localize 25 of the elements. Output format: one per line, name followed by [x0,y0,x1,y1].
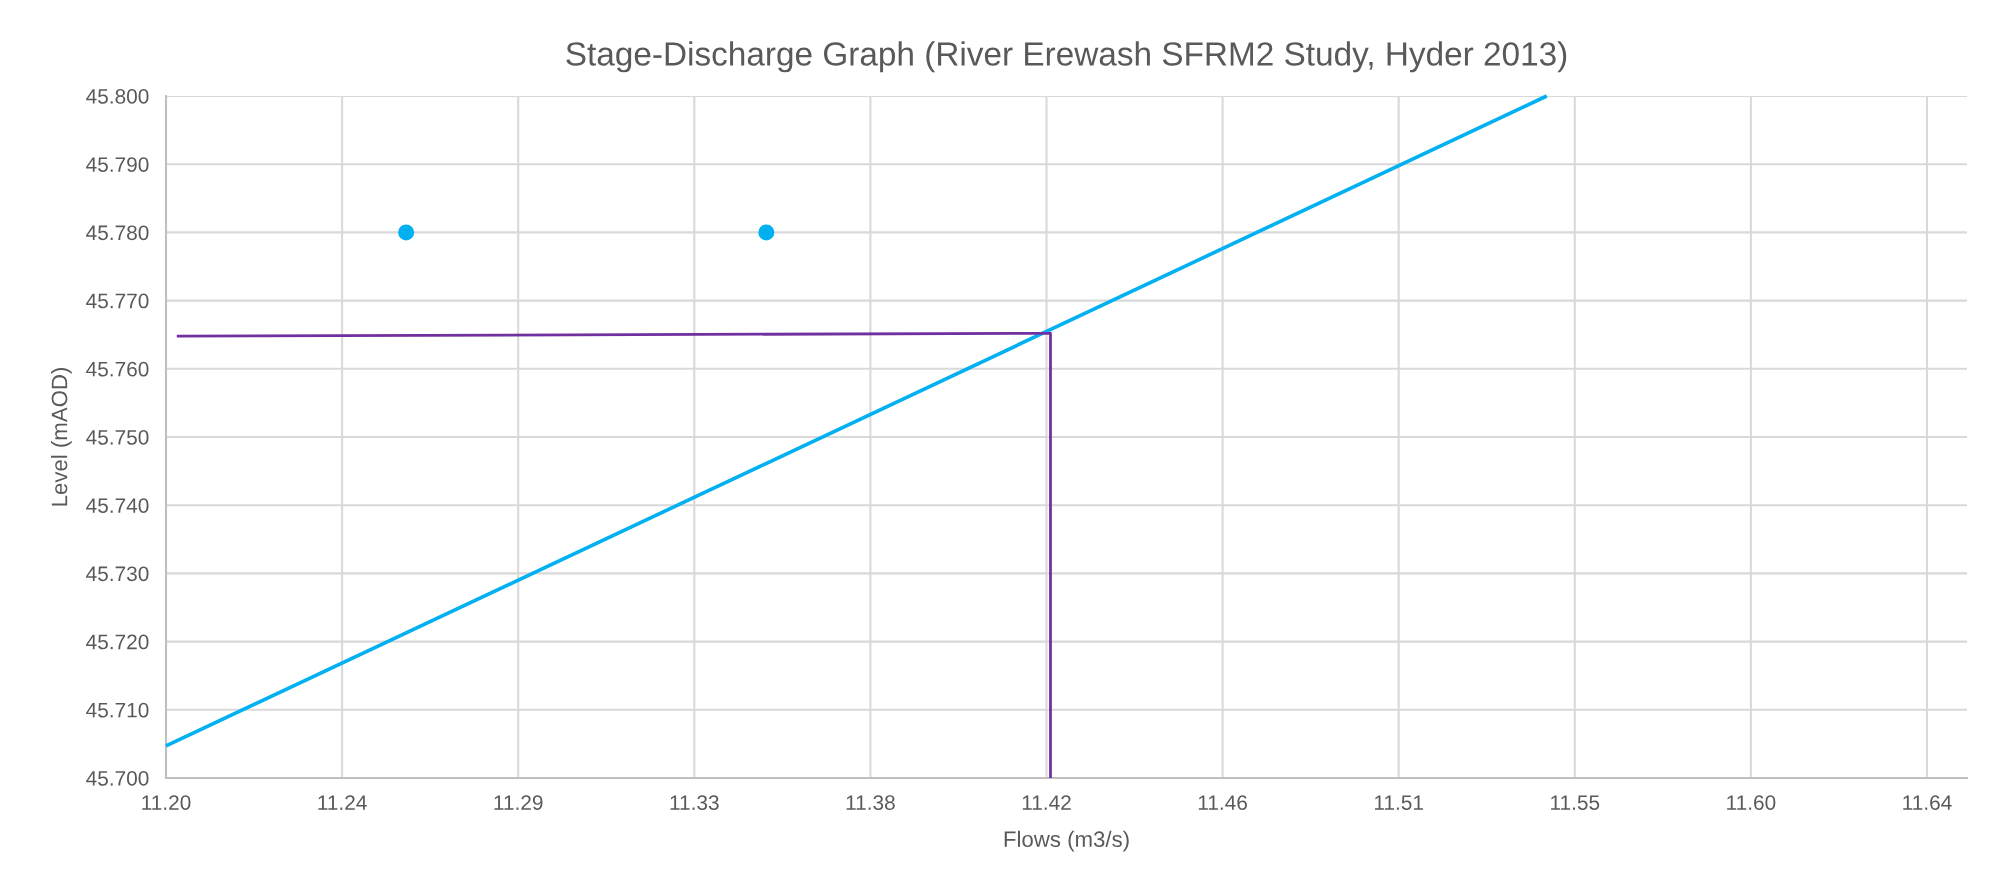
x-tick-label: 11.46 [1198,795,1247,810]
x-tick-label: 11.42 [1022,795,1071,810]
x-tick-label: 11.24 [318,795,367,810]
y-tick-label: 45.760 [86,361,149,377]
y-axis-title: Level (mAOD) [51,367,72,506]
x-tick-label: 11.64 [1903,795,1952,810]
x-tick-label: 11.29 [494,795,543,810]
y-tick-label: 45.790 [86,157,149,172]
y-tick-label: 45.750 [86,430,149,445]
x-tick-label: 11.55 [1551,795,1600,810]
y-tick-label: 45.780 [86,225,149,241]
chart-title: Stage-Discharge Graph (River Erewash SFRM2 Study, Hyder 2013) [566,41,1567,73]
x-tick-label: 11.20 [142,795,191,810]
y-tick-label: 45.700 [86,771,149,786]
x-tick-label: 11.51 [1374,795,1423,810]
x-axis-title: Flows (m3/s) [1004,830,1129,852]
y-tick-label: 45.770 [86,293,149,309]
y-tick-label: 45.740 [86,498,149,513]
y-tick-label: 45.730 [86,566,149,582]
x-tick-label: 11.60 [1727,795,1776,810]
x-tick-label: 11.38 [846,795,895,810]
y-tick-label: 45.710 [86,702,149,718]
x-tick-label: 11.33 [670,795,719,810]
y-tick-label: 45.720 [86,634,149,650]
y-tick-label: 45.800 [86,89,149,104]
